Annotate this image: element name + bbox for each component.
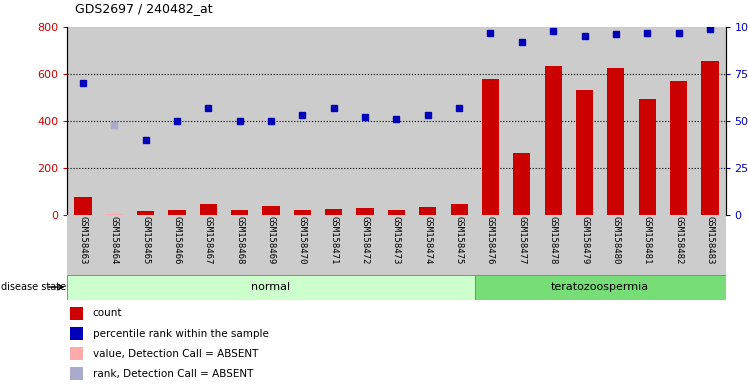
Bar	[631, 215, 663, 275]
Bar	[224, 27, 255, 215]
Bar	[318, 27, 349, 215]
Bar	[130, 215, 162, 275]
Bar	[513, 153, 530, 215]
Text: GSM158470: GSM158470	[298, 216, 307, 265]
Bar	[475, 27, 506, 215]
Bar	[286, 215, 318, 275]
Text: GSM158475: GSM158475	[455, 216, 464, 265]
Bar	[255, 215, 286, 275]
Text: GSM158476: GSM158476	[486, 216, 495, 265]
Text: GSM158480: GSM158480	[611, 216, 620, 265]
Bar	[67, 27, 99, 215]
Bar	[200, 204, 217, 215]
Bar	[381, 27, 412, 215]
Bar	[349, 215, 381, 275]
Bar	[318, 215, 349, 275]
Text: GDS2697 / 240482_at: GDS2697 / 240482_at	[75, 2, 212, 15]
Bar	[162, 27, 193, 215]
Text: GSM158478: GSM158478	[549, 216, 558, 265]
Text: normal: normal	[251, 282, 291, 292]
Bar	[105, 214, 123, 215]
Text: GSM158465: GSM158465	[141, 216, 150, 265]
Bar	[568, 215, 600, 275]
Bar	[224, 215, 255, 275]
Text: GSM158464: GSM158464	[110, 216, 119, 265]
Bar	[74, 197, 91, 215]
Bar	[357, 208, 374, 215]
Bar	[694, 215, 726, 275]
Text: GSM158472: GSM158472	[361, 216, 370, 265]
Bar	[506, 27, 538, 215]
Bar	[255, 27, 286, 215]
Bar	[538, 215, 568, 275]
Bar	[231, 210, 248, 215]
Bar	[482, 79, 499, 215]
Text: GSM158473: GSM158473	[392, 216, 401, 265]
Bar	[70, 347, 82, 360]
Bar	[168, 210, 186, 215]
Bar	[412, 27, 444, 215]
Text: GSM158481: GSM158481	[643, 216, 652, 265]
Text: rank, Detection Call = ABSENT: rank, Detection Call = ABSENT	[93, 369, 253, 379]
Bar	[670, 81, 687, 215]
Text: GSM158471: GSM158471	[329, 216, 338, 265]
Bar	[381, 215, 412, 275]
Bar	[325, 209, 343, 215]
Bar	[70, 327, 82, 340]
Bar	[568, 27, 600, 215]
Text: GSM158483: GSM158483	[705, 216, 714, 265]
Bar	[193, 27, 224, 215]
Bar	[294, 210, 311, 215]
Bar	[639, 99, 656, 215]
Text: GSM158482: GSM158482	[674, 216, 683, 265]
Bar	[70, 367, 82, 381]
Text: disease state: disease state	[1, 282, 66, 292]
Bar	[663, 215, 694, 275]
Text: GSM158468: GSM158468	[235, 216, 244, 265]
Bar	[387, 210, 405, 215]
Bar	[99, 27, 130, 215]
Bar	[694, 27, 726, 215]
Bar	[475, 275, 726, 300]
Bar	[538, 27, 568, 215]
Text: GSM158467: GSM158467	[204, 216, 213, 265]
Text: GSM158474: GSM158474	[423, 216, 432, 265]
Bar	[412, 215, 444, 275]
Bar	[607, 68, 625, 215]
Text: percentile rank within the sample: percentile rank within the sample	[93, 329, 269, 339]
Text: GSM158477: GSM158477	[518, 216, 527, 265]
Bar	[67, 215, 99, 275]
Bar	[70, 307, 82, 320]
Text: GSM158466: GSM158466	[173, 216, 182, 265]
Bar	[663, 27, 694, 215]
Bar	[600, 27, 631, 215]
Bar	[506, 215, 538, 275]
Text: GSM158469: GSM158469	[266, 216, 275, 265]
Text: GSM158479: GSM158479	[580, 216, 589, 265]
Bar	[137, 211, 154, 215]
Bar	[99, 215, 130, 275]
Bar	[702, 61, 719, 215]
Bar	[193, 215, 224, 275]
Bar	[475, 215, 506, 275]
Bar	[263, 206, 280, 215]
Bar	[419, 207, 436, 215]
Text: GSM158463: GSM158463	[79, 216, 88, 265]
Bar	[450, 204, 468, 215]
Bar	[444, 215, 475, 275]
Bar	[631, 27, 663, 215]
Text: value, Detection Call = ABSENT: value, Detection Call = ABSENT	[93, 349, 258, 359]
Bar	[162, 215, 193, 275]
Text: count: count	[93, 308, 122, 318]
Bar	[349, 27, 381, 215]
Text: teratozoospermia: teratozoospermia	[551, 282, 649, 292]
Bar	[545, 66, 562, 215]
Bar	[286, 27, 318, 215]
Bar	[576, 90, 593, 215]
Bar	[444, 27, 475, 215]
Bar	[600, 215, 631, 275]
Bar	[130, 27, 162, 215]
Bar	[67, 275, 475, 300]
